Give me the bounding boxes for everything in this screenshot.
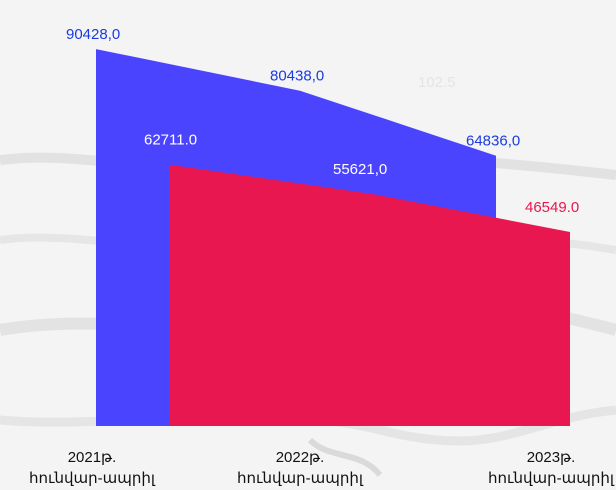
series-1-value-label: 64836,0 bbox=[466, 133, 520, 150]
faint-annotation: 102.5 bbox=[418, 74, 456, 91]
series-2-value-label: 62711.0 bbox=[144, 132, 197, 149]
series-2-value-label: 55621,0 bbox=[333, 161, 387, 178]
series-1-value-label: 90428,0 bbox=[66, 26, 120, 43]
x-axis-labels: 2021թ. հունվար-ապրիլ 2022թ. հունվար-ապրիլ 20… bbox=[29, 449, 615, 487]
x-tick-label: 2021թ. հունվար-ապրիլ bbox=[29, 449, 156, 487]
x-tick-label: 2022թ. հունվար-ապրիլ bbox=[237, 449, 364, 487]
x-tick-label: 2023թ. հունվար-ապրիլ bbox=[488, 449, 615, 487]
series-2-value-label: 46549.0 bbox=[525, 199, 579, 216]
annotations: 102.5 bbox=[418, 74, 456, 91]
data-labels: 90428,0 80438,0 64836,0 62711.0 55621,0 46549… bbox=[66, 26, 579, 216]
series-2-area bbox=[169, 164, 570, 426]
series-areas bbox=[96, 49, 570, 426]
series-1-value-label: 80438,0 bbox=[270, 68, 324, 85]
